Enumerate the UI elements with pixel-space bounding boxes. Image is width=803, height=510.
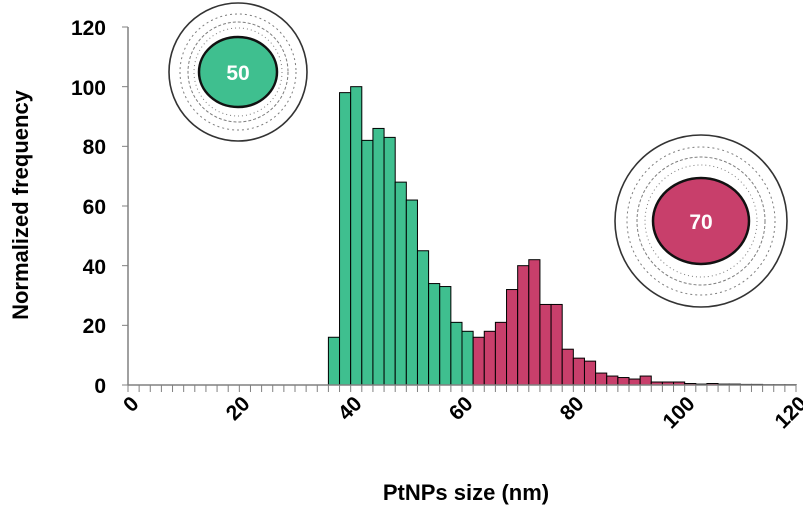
histogram-bar (639, 375, 652, 386)
histogram-bar (439, 286, 452, 386)
y-tick-label-20: 20 (83, 315, 106, 338)
histogram-bar (483, 330, 496, 386)
histogram-bar (339, 92, 352, 386)
nanoparticle-70-core (651, 176, 751, 266)
histogram-bar (572, 357, 585, 386)
histogram-bar (450, 321, 463, 386)
series-50nm-bars (327, 86, 474, 386)
x-axis-ticks (127, 385, 797, 392)
histogram-bar (561, 348, 574, 386)
x-tick-label-60: 60 (445, 392, 478, 425)
histogram-bar (494, 321, 508, 386)
histogram-bar (595, 372, 608, 386)
y-tick-label-80: 80 (83, 136, 106, 159)
histogram-bar (416, 250, 430, 386)
nanoparticle-50-label: 50 (226, 62, 249, 85)
nanoparticle-50-inset: 50 (168, 2, 308, 142)
x-tick-label-20: 20 (222, 392, 255, 425)
histogram-bar (461, 330, 474, 386)
histogram-bar (361, 139, 374, 386)
histogram-bar (617, 377, 630, 386)
histogram-bar (372, 127, 385, 386)
y-axis-title: Normalized frequency (8, 89, 33, 320)
series-70nm-bars (472, 259, 797, 386)
nanoparticle-70-inset: 70 (614, 134, 788, 308)
y-tick-label-60: 60 (83, 196, 106, 219)
histogram-bar (606, 375, 619, 386)
histogram-bar (327, 336, 341, 386)
x-axis-title: PtNPs size (nm) (383, 480, 549, 505)
histogram-bar (550, 303, 563, 386)
histogram-bar (394, 181, 407, 386)
histogram-bar (528, 259, 541, 386)
x-tick-label-120: 120 (770, 392, 803, 433)
histogram-bar (472, 336, 485, 386)
histogram-bar (517, 265, 530, 386)
y-tick-label-0: 0 (94, 375, 106, 398)
histogram-bar (383, 136, 396, 386)
x-tick-label-0: 0 (119, 392, 144, 417)
y-axis-ticks (122, 26, 128, 386)
y-tick-label-40: 40 (83, 256, 106, 279)
histogram-bar (350, 86, 363, 386)
histogram-bar (428, 283, 441, 386)
nanoparticle-70-label: 70 (689, 211, 712, 234)
y-tick-label-100: 100 (71, 77, 106, 100)
x-tick-label-80: 80 (556, 392, 589, 425)
histogram-bar (583, 360, 597, 386)
histogram-bar (628, 378, 641, 386)
nanoparticle-50-core (197, 35, 279, 109)
nanoparticle-50-ligands (179, 13, 297, 131)
histogram-bar (506, 289, 519, 386)
histogram-bar (405, 199, 418, 386)
histogram-bar (539, 303, 552, 386)
x-tick-label-100: 100 (658, 392, 699, 433)
x-tick-label-40: 40 (334, 392, 367, 425)
y-tick-label-120: 120 (71, 17, 106, 40)
nanoparticle-70-ligands (626, 146, 776, 296)
